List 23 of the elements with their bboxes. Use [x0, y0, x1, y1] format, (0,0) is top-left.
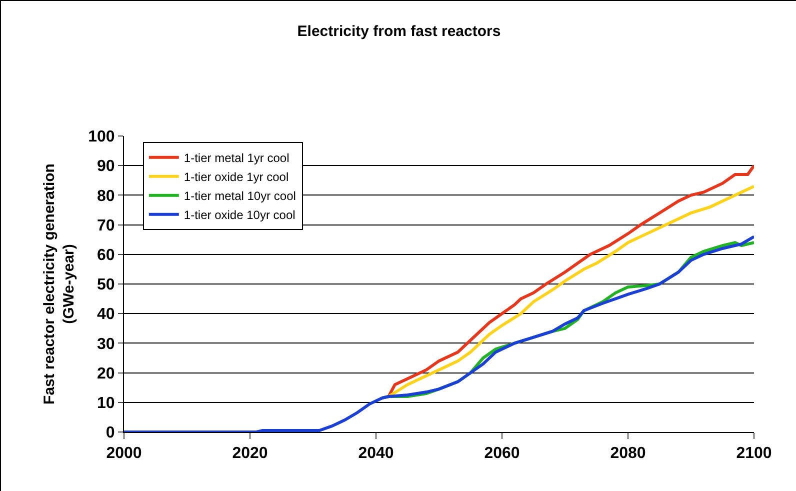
x-tick-label: 2060: [484, 445, 520, 462]
y-tick-label: 60: [97, 247, 115, 264]
y-tick-label: 30: [97, 336, 115, 353]
legend-label: 1-tier oxide 1yr cool: [184, 170, 289, 184]
y-tick-label: 100: [88, 128, 115, 146]
chart-title: Electricity from fast reactors: [297, 23, 501, 40]
y-axis-title: Fast reactor electricity generation (GWe-year): [40, 164, 78, 404]
y-tick-label: 70: [97, 217, 115, 234]
y-tick-label: 0: [106, 424, 115, 442]
x-tick-label: 2040: [358, 445, 394, 462]
x-tick-label: 2080: [610, 445, 646, 462]
y-tick-label: 90: [97, 158, 115, 176]
y-tick-label: 10: [97, 395, 115, 412]
x-tick-label: 2020: [232, 445, 268, 462]
x-tick-label: 2000: [106, 445, 142, 462]
y-tick-label: 50: [97, 276, 115, 294]
x-tick-label: 2100: [736, 445, 772, 462]
legend-label: 1-tier oxide 10yr cool: [184, 208, 296, 222]
y-tick-label: 40: [97, 306, 115, 324]
legend-label: 1-tier metal 1yr cool: [184, 151, 290, 166]
legend-label: 1-tier metal 10yr cool: [184, 189, 296, 204]
y-tick-label: 20: [97, 365, 115, 382]
y-tick-label: 80: [97, 188, 115, 205]
